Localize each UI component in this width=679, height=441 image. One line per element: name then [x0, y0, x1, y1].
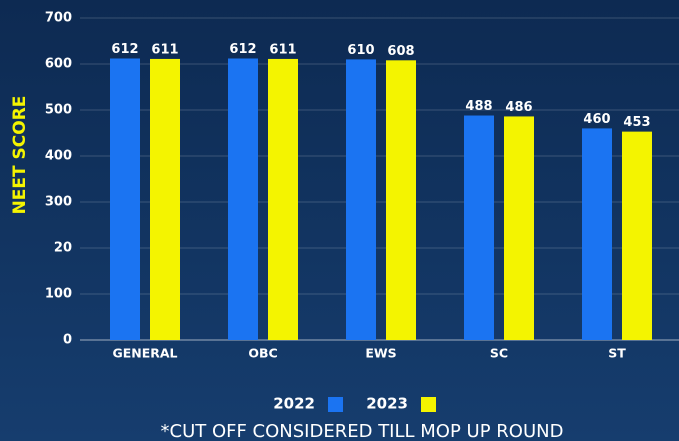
value-label: 486 — [505, 100, 532, 115]
x-tick-label: OBC — [248, 346, 277, 361]
value-label: 608 — [387, 44, 414, 59]
value-label: 610 — [347, 43, 374, 58]
bar — [582, 128, 612, 340]
bar — [504, 116, 534, 340]
footnote: *CUT OFF CONSIDERED TILL MOP UP ROUND — [161, 421, 564, 441]
value-label: 460 — [583, 112, 610, 127]
value-label: 611 — [151, 42, 178, 57]
bar — [386, 60, 416, 340]
bar — [150, 58, 180, 340]
bar — [268, 58, 298, 340]
y-tick-label: 0 — [63, 333, 72, 348]
bar — [228, 58, 258, 340]
legend-label: 2023 — [366, 395, 408, 413]
y-tick-label: 20 — [54, 241, 72, 256]
bar — [346, 59, 376, 341]
y-tick-label: 600 — [45, 57, 72, 72]
bar — [110, 58, 140, 340]
y-tick-label: 100 — [45, 287, 72, 302]
value-label: 612 — [229, 42, 256, 57]
y-axis-label: NEET SCORE — [10, 96, 30, 215]
x-tick-label: SC — [490, 346, 508, 361]
x-tick-label: GENERAL — [112, 346, 177, 361]
value-label: 488 — [465, 99, 492, 114]
value-label: 453 — [623, 115, 650, 130]
legend-swatch — [421, 397, 436, 412]
y-tick-label: 700 — [45, 11, 72, 26]
x-tick-label: ST — [608, 346, 626, 361]
y-tick-label: 300 — [45, 195, 72, 210]
y-tick-label: 400 — [45, 149, 72, 164]
y-tick-label: 500 — [45, 103, 72, 118]
value-label: 612 — [111, 42, 138, 57]
bar — [622, 131, 652, 340]
value-label: 611 — [269, 42, 296, 57]
legend-label: 2022 — [273, 395, 315, 413]
x-tick-label: EWS — [365, 346, 396, 361]
bar — [464, 115, 494, 341]
legend-swatch — [328, 397, 343, 412]
